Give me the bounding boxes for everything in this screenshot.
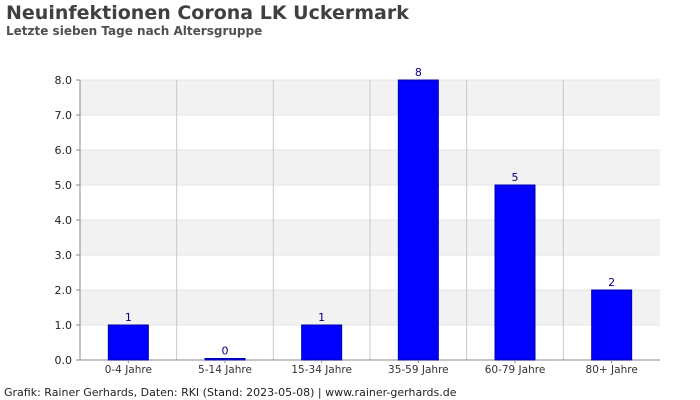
y-tick-label: 3.0 <box>55 249 73 262</box>
footer-credit: Grafik: Rainer Gerhards, Daten: RKI (Sta… <box>4 386 457 399</box>
y-tick-label: 8.0 <box>55 74 73 87</box>
chart-title: Neuinfektionen Corona LK Uckermark <box>6 2 409 24</box>
x-tick-label: 5-14 Jahre <box>198 364 252 376</box>
chart-subtitle: Letzte sieben Tage nach Altersgruppe <box>6 24 263 38</box>
y-tick-label: 0.0 <box>55 354 73 367</box>
bar-value-label: 5 <box>512 171 519 184</box>
bar <box>301 324 343 361</box>
bar-value-label: 0 <box>222 345 229 358</box>
x-tick-label: 80+ Jahre <box>586 364 638 376</box>
bar <box>397 79 439 361</box>
x-tick-label: 15-34 Jahre <box>291 364 352 376</box>
bar <box>494 184 536 361</box>
y-tick-label: 4.0 <box>55 214 73 227</box>
y-tick-label: 7.0 <box>55 109 73 122</box>
bar <box>591 289 633 361</box>
y-tick-label: 1.0 <box>55 319 73 332</box>
bar-value-label: 1 <box>125 311 132 324</box>
bar-value-label: 8 <box>415 66 422 79</box>
bar-value-label: 2 <box>608 276 615 289</box>
x-tick-label: 60-79 Jahre <box>485 364 546 376</box>
y-tick-label: 2.0 <box>55 284 73 297</box>
x-tick-label: 0-4 Jahre <box>105 364 152 376</box>
bar <box>204 358 246 361</box>
x-tick-label: 35-59 Jahre <box>388 364 449 376</box>
bar <box>107 324 149 361</box>
y-tick-label: 5.0 <box>55 179 73 192</box>
y-tick-label: 6.0 <box>55 144 73 157</box>
bar-value-label: 1 <box>318 311 325 324</box>
